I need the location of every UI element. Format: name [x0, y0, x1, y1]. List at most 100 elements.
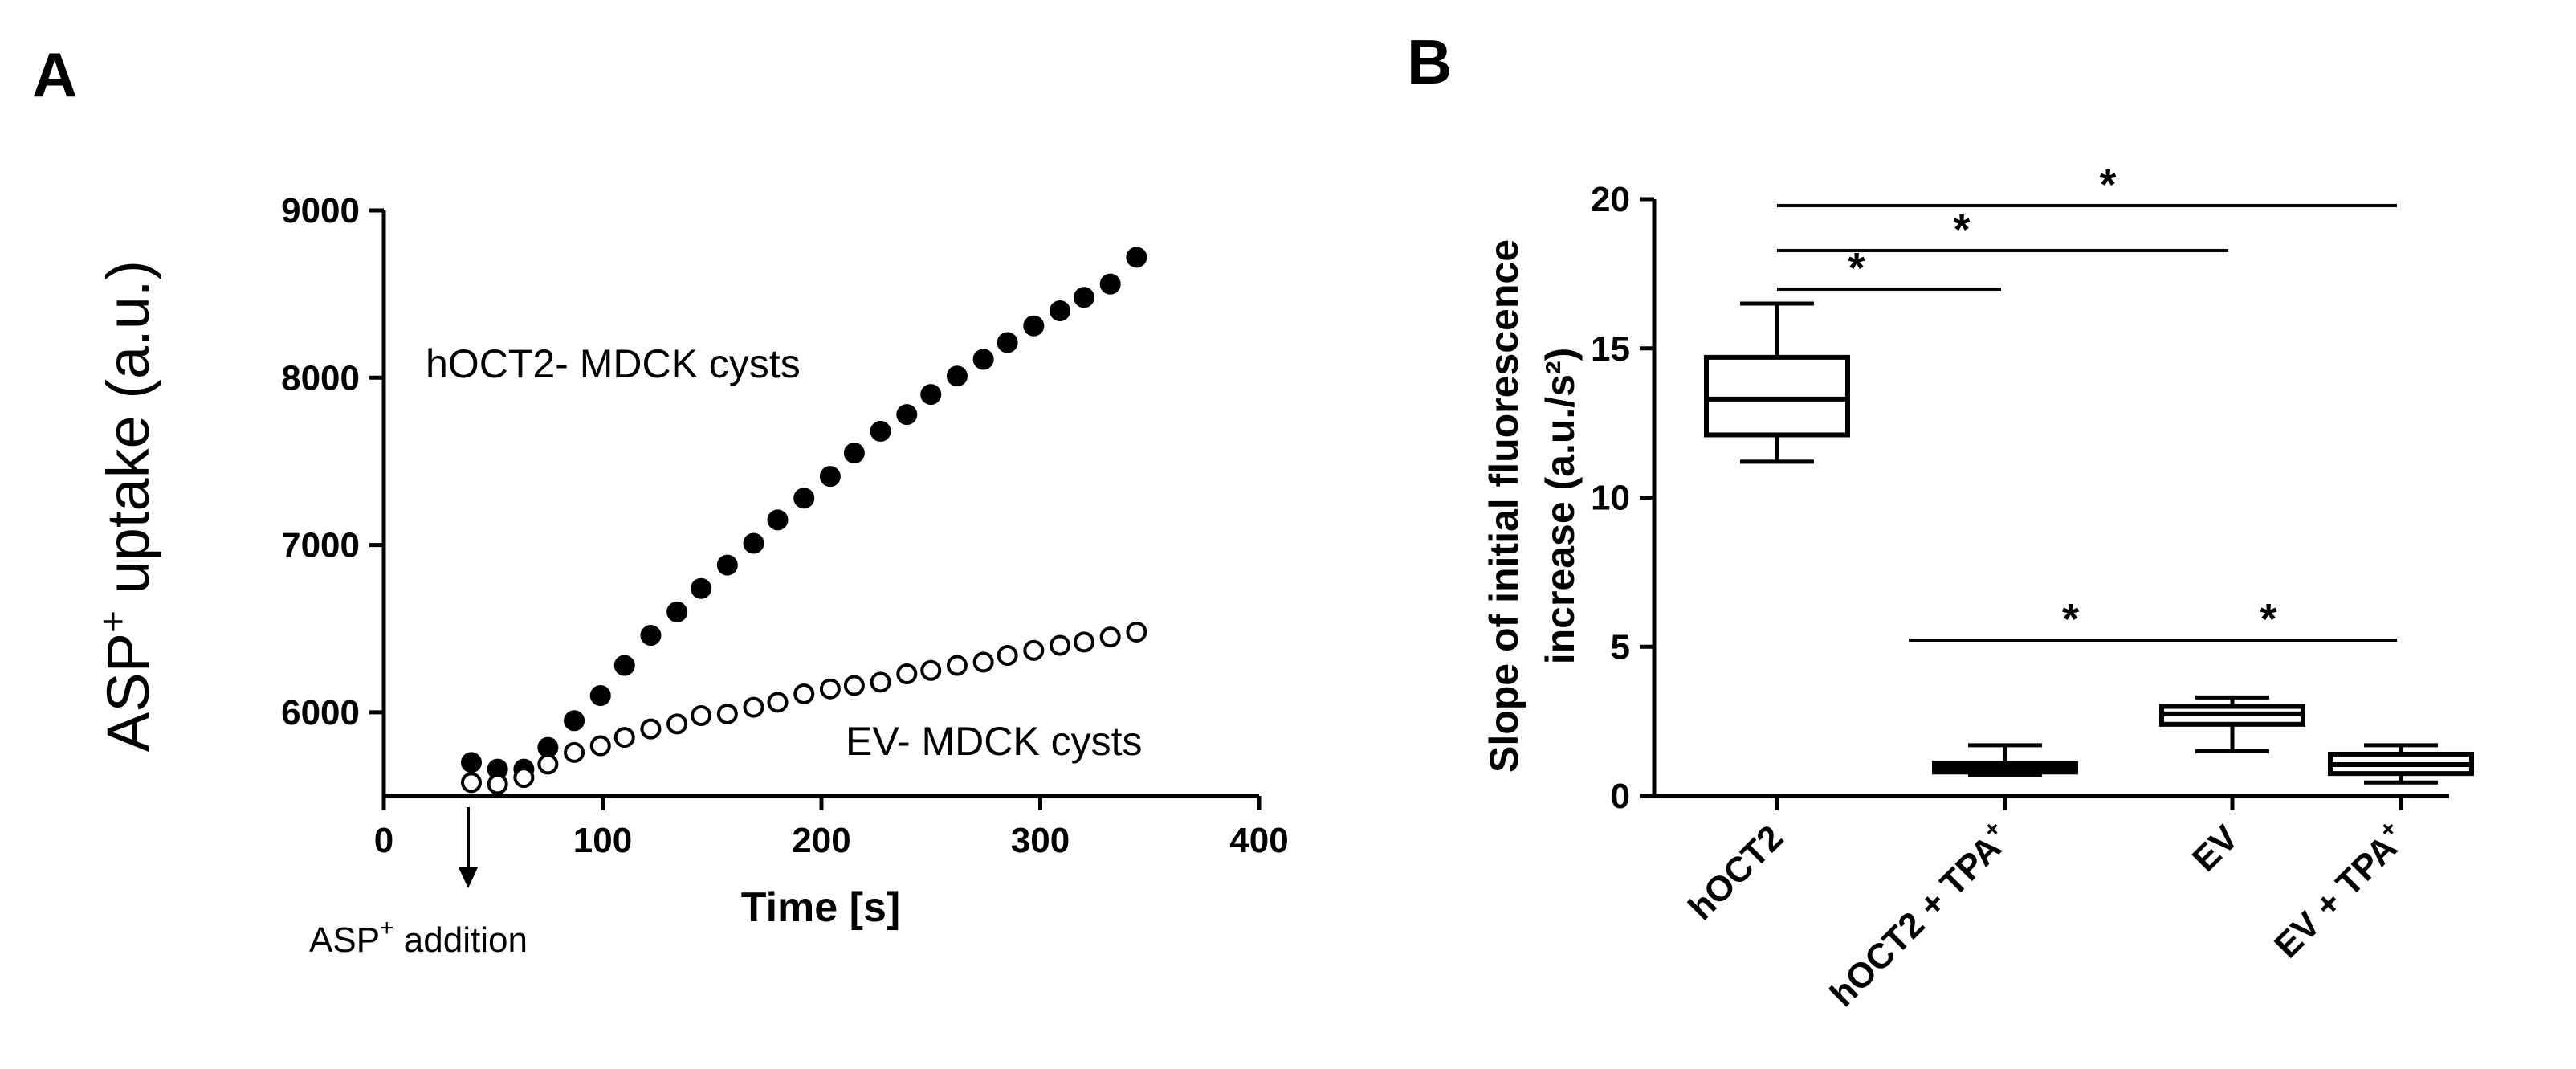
panel-a-x-tick-label: 100 — [573, 821, 632, 860]
ev-data-point — [537, 753, 559, 775]
panel-b-category-label: EV + TPA+ — [2264, 815, 2415, 965]
hoct2-data-point — [613, 655, 635, 676]
ev-data-point — [513, 767, 535, 789]
panel-a-y-tick-label: 7000 — [281, 526, 360, 565]
hoct2-data-point — [767, 509, 789, 531]
panel-b-label: B — [1407, 27, 1452, 97]
ev-data-point — [843, 675, 865, 696]
ev-data-point — [1050, 634, 1071, 656]
ev-data-point — [716, 703, 738, 724]
asp-addition-text: ASP — [309, 920, 380, 960]
ev-data-point — [1099, 626, 1121, 648]
hoct2-data-point — [1099, 273, 1121, 295]
hoct2-data-point — [793, 488, 815, 509]
ev-data-point — [946, 655, 968, 676]
panel-b-y-tick-label: 15 — [1591, 329, 1630, 369]
panel-b-chart: 0 5 10 15 20 hOCT2 hOCT2 + TPA+ EV EV + TPA+ * *… — [1482, 161, 2474, 1014]
significance-star: * — [1848, 244, 1865, 292]
ev-data-point — [997, 645, 1018, 667]
panel-a-ylabel-superscript: + — [92, 610, 135, 633]
ev-data-point — [819, 678, 841, 700]
hoct2-data-point — [946, 365, 968, 387]
panel-a-label: A — [32, 39, 77, 110]
hoct2-data-point — [716, 554, 738, 576]
ev-data-point — [487, 773, 508, 795]
significance-star: * — [2062, 595, 2079, 643]
hoct2-data-point — [640, 625, 662, 647]
hoct2-data-point — [1074, 287, 1094, 308]
panel-a-ylabel-suffix: uptake (a.u.) — [95, 260, 161, 610]
panel-b-category-text: EV — [2185, 818, 2247, 879]
hoct2-data-point — [461, 752, 482, 773]
ev-data-point — [972, 651, 994, 673]
hoct2-data-point — [1126, 247, 1147, 268]
box-3 — [2328, 743, 2474, 785]
ev-data-point — [461, 772, 482, 794]
significance-star: * — [2260, 595, 2276, 643]
panel-b-y-tick-label: 0 — [1611, 777, 1630, 816]
hoct2-data-point — [920, 384, 942, 406]
ev-data-point — [1023, 639, 1045, 661]
panel-a-y-axis-title: ASP+ uptake (a.u.) — [92, 260, 161, 752]
ev-data-point — [793, 683, 815, 704]
hoct2-data-point — [743, 532, 764, 554]
box-1 — [1932, 743, 2078, 777]
ev-data-point — [1074, 631, 1094, 653]
panel-b-category-text: hOCT2 — [1681, 818, 1791, 928]
panel-a-x-tick-label: 0 — [374, 821, 393, 860]
panel-b-category-text: hOCT2 + TPA — [1823, 828, 2009, 1014]
ev-data-point — [666, 713, 688, 735]
ev-data-point — [564, 741, 585, 763]
panel-a-y-tick-label: 8000 — [281, 358, 360, 398]
ev-data-point — [896, 663, 918, 684]
hoct2-data-point — [1023, 315, 1045, 337]
hoct2-data-point — [870, 420, 891, 442]
panel-b-ylabel-line1: Slope of initial fluorescence — [1482, 239, 1526, 773]
hoct2-data-point — [691, 577, 712, 599]
hoct2-data-point — [843, 443, 865, 464]
hoct2-data-point — [896, 404, 918, 426]
ev-data-point — [613, 727, 635, 749]
box-iqr-rect — [1704, 354, 1850, 438]
significance-star: * — [1953, 206, 1970, 254]
hoct2-data-point — [972, 349, 994, 370]
panel-a-y-tick-label: 9000 — [281, 191, 360, 231]
ev-data-point — [920, 659, 942, 681]
panel-a-x-tick-label: 200 — [792, 821, 850, 860]
panel-a-x-tick-label: 400 — [1229, 821, 1288, 860]
ev-data-point — [691, 705, 712, 727]
ev-data-point — [767, 692, 789, 713]
panel-b-category-label: hOCT2 — [1681, 818, 1791, 928]
hoct2-data-point — [1050, 300, 1071, 321]
panel-b-category-label: EV — [2185, 818, 2247, 879]
box-2 — [2159, 695, 2305, 753]
asp-addition-suffix: addition — [394, 920, 528, 960]
panel-b-y-tick-label: 10 — [1591, 479, 1630, 518]
hoct2-data-point — [589, 685, 611, 707]
ev-data-point — [589, 735, 611, 757]
asp-addition-label: ASP+ addition — [309, 915, 528, 960]
hoct2-data-point — [997, 332, 1018, 353]
panel-a-ylabel-main: ASP — [95, 633, 161, 752]
hoct2-data-point — [666, 601, 688, 622]
panel-a-x-tick-label: 300 — [1011, 821, 1070, 860]
ev-data-point — [1126, 621, 1147, 643]
hoct2-data-point — [537, 736, 559, 758]
ev-data-point — [870, 671, 891, 693]
panel-b-y-tick-label: 5 — [1611, 627, 1630, 667]
significance-star: * — [2099, 161, 2116, 209]
hoct2-data-point — [564, 710, 585, 732]
panel-b-ylabel-line2: increase (a.u./s²) — [1538, 348, 1583, 665]
hoct2-data-point — [819, 466, 841, 488]
asp-addition-arrow-head — [459, 867, 478, 888]
panel-a-x-axis-title: Time [s] — [741, 884, 900, 931]
panel-a-y-tick-label: 6000 — [281, 693, 360, 732]
ev-data-point — [640, 718, 662, 740]
panel-b-y-tick-label: 20 — [1591, 180, 1630, 219]
panel-b-category-label: hOCT2 + TPA+ — [1820, 815, 2019, 1014]
ev-data-point — [743, 696, 764, 718]
asp-addition-superscript: + — [380, 915, 394, 941]
box-0 — [1704, 301, 1850, 464]
